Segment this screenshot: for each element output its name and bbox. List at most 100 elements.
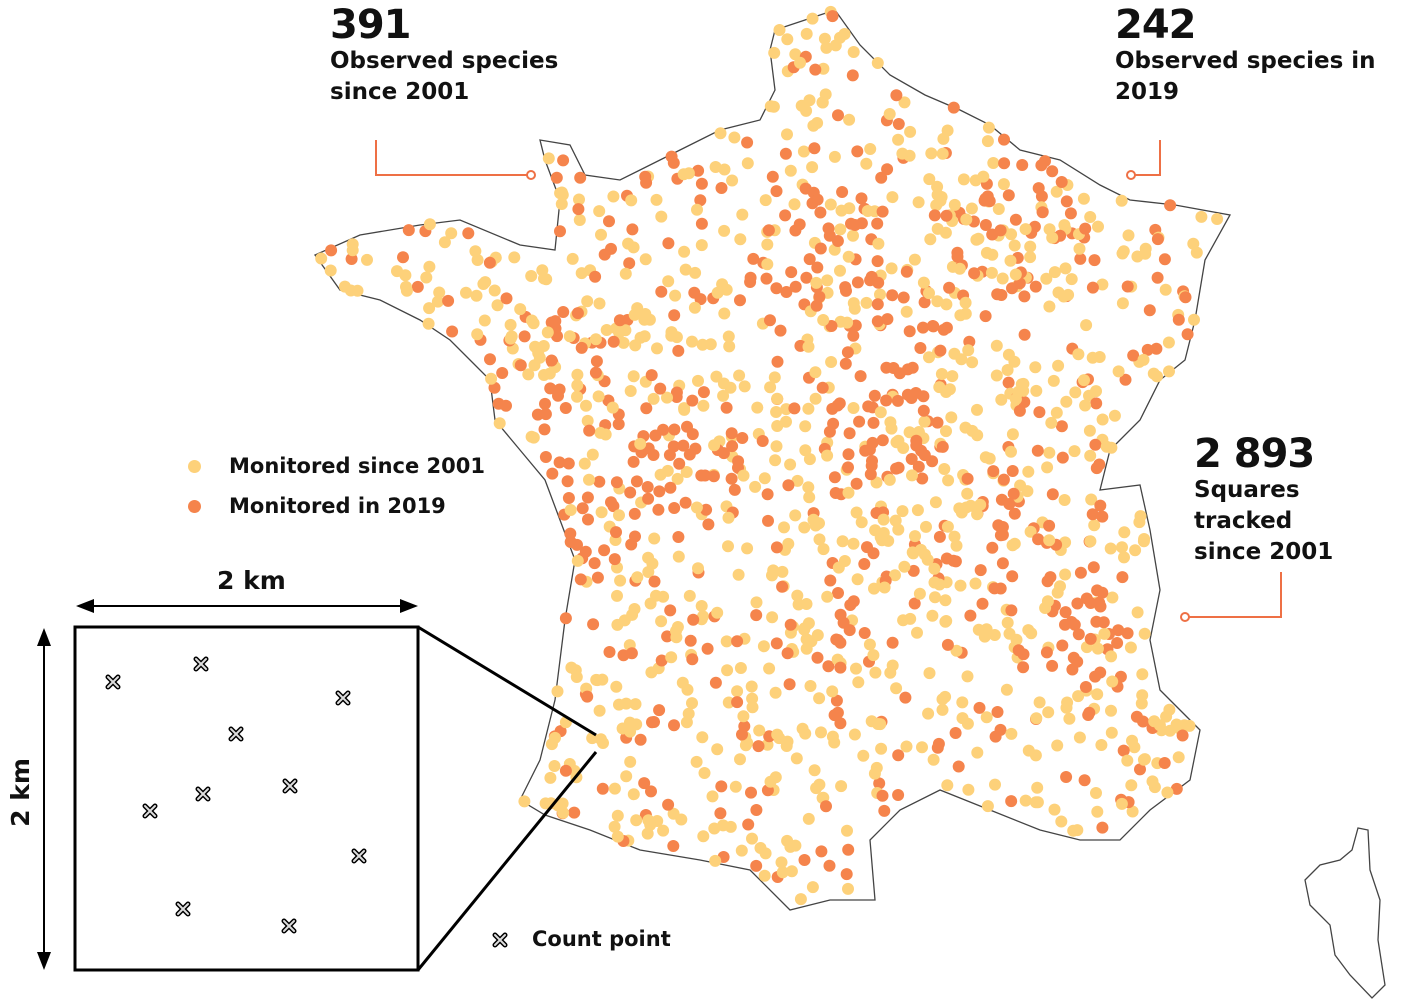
monitored-since-2001-dot <box>564 504 577 516</box>
monitored-since-2001-dot <box>1138 627 1151 640</box>
monitored-2019-dot <box>1121 627 1134 640</box>
monitored-since-2001-dot <box>720 635 733 648</box>
monitored-since-2001-dot <box>802 340 815 353</box>
monitored-2019-dot <box>500 292 513 305</box>
monitored-since-2001-dot <box>682 707 695 720</box>
monitored-2019-dot <box>876 434 889 447</box>
monitored-since-2001-dot <box>686 697 698 710</box>
monitored-2019-dot <box>840 284 852 297</box>
monitored-since-2001-dot <box>821 274 834 287</box>
monitored-2019-dot <box>714 807 727 820</box>
monitored-since-2001-dot <box>1073 731 1086 744</box>
monitored-since-2001-dot <box>1129 544 1142 557</box>
monitored-since-2001-dot <box>757 640 770 653</box>
monitored-since-2001-dot <box>1058 494 1071 506</box>
monitored-since-2001-dot <box>871 718 884 730</box>
monitored-2019-dot <box>1084 597 1097 609</box>
monitored-since-2001-dot <box>1190 246 1203 259</box>
monitored-since-2001-dot <box>842 882 854 895</box>
count-point-icon <box>351 848 367 864</box>
monitored-since-2001-dot <box>1160 710 1173 723</box>
selected-square-dot <box>597 737 609 749</box>
monitored-since-2001-dot <box>651 342 663 355</box>
monitored-since-2001-dot <box>935 191 948 203</box>
monitored-2019-dot <box>539 408 552 421</box>
monitored-since-2001-dot <box>346 244 359 257</box>
count-point-icon <box>282 778 298 794</box>
monitored-2019-dot <box>992 519 1005 532</box>
monitored-since-2001-dot <box>423 218 436 231</box>
monitored-2019-dot <box>907 564 920 577</box>
monitored-since-2001-dot <box>878 581 891 594</box>
monitored-2019-dot <box>871 255 884 268</box>
monitored-since-2001-dot <box>933 578 946 591</box>
monitored-since-2001-dot <box>697 830 710 843</box>
monitored-2019-dot <box>1181 328 1194 341</box>
monitored-2019-dot <box>590 355 603 368</box>
monitored-since-2001-dot <box>842 486 855 499</box>
monitored-2019-dot <box>572 203 585 216</box>
monitored-2019-dot <box>849 219 862 231</box>
monitored-2019-dot <box>1067 651 1080 664</box>
monitored-since-2001-dot <box>1043 534 1056 547</box>
monitored-2019-dot <box>623 257 636 270</box>
monitored-since-2001-dot <box>832 561 845 574</box>
monitored-2019-dot <box>839 357 852 370</box>
monitored-2019-dot <box>1134 763 1146 776</box>
monitored-since-2001-dot <box>847 402 860 414</box>
monitored-2019-dot <box>667 440 680 453</box>
monitored-since-2001-dot <box>898 96 911 109</box>
monitored-since-2001-dot <box>1151 370 1163 383</box>
monitored-since-2001-dot <box>811 629 824 642</box>
monitored-since-2001-dot <box>791 474 804 487</box>
monitored-since-2001-dot <box>992 203 1005 215</box>
monitored-2019-dot <box>813 290 826 303</box>
monitored-2019-dot <box>715 182 728 194</box>
monitored-2019-dot <box>591 571 604 584</box>
monitored-since-2001-dot <box>1029 796 1042 809</box>
count-point-legend-label: Count point <box>532 927 671 951</box>
monitored-since-2001-dot <box>781 128 793 141</box>
monitored-2019-dot <box>951 246 964 259</box>
monitored-2019-dot <box>709 676 722 689</box>
monitored-since-2001-dot <box>889 569 901 582</box>
monitored-since-2001-dot <box>647 392 660 405</box>
monitored-since-2001-dot <box>608 820 621 833</box>
monitored-2019-dot <box>576 502 589 515</box>
monitored-since-2001-dot <box>1188 313 1200 326</box>
monitored-since-2001-dot <box>790 752 803 765</box>
monitored-since-2001-dot <box>900 305 913 318</box>
monitored-2019-dot <box>770 541 783 554</box>
monitored-2019-dot <box>653 704 666 717</box>
monitored-2019-dot <box>608 553 621 566</box>
monitored-since-2001-dot <box>886 191 899 204</box>
monitored-since-2001-dot <box>571 368 584 381</box>
monitored-since-2001-dot <box>1054 580 1066 593</box>
monitored-since-2001-dot <box>460 286 472 299</box>
monitored-since-2001-dot <box>1125 779 1138 792</box>
monitored-2019-dot <box>836 186 849 198</box>
monitored-since-2001-dot <box>488 284 501 297</box>
monitored-since-2001-dot <box>811 117 824 129</box>
monitored-since-2001-dot <box>808 764 821 777</box>
monitored-since-2001-dot <box>532 347 545 359</box>
count-point-icon <box>281 918 297 934</box>
monitored-since-2001-dot <box>1041 461 1054 474</box>
monitored-2019-dot <box>672 531 685 543</box>
monitored-since-2001-dot <box>813 533 826 546</box>
monitored-since-2001-dot <box>1095 739 1108 751</box>
monitored-since-2001-dot <box>969 577 982 590</box>
monitored-since-2001-dot <box>565 661 578 674</box>
monitored-since-2001-dot <box>665 651 678 664</box>
callout-anchor <box>526 170 536 180</box>
monitored-since-2001-dot <box>780 415 792 428</box>
monitored-2019-dot <box>1179 291 1192 304</box>
monitored-2019-dot <box>905 453 918 465</box>
monitored-since-2001-dot <box>1137 353 1150 366</box>
monitored-since-2001-dot <box>929 591 941 604</box>
monitored-2019-dot <box>996 557 1009 570</box>
monitored-since-2001-dot <box>750 596 763 609</box>
stat-species-since-2001: 391 Observed species since 2001 <box>330 4 558 108</box>
monitored-since-2001-dot <box>692 562 704 575</box>
monitored-2019-dot <box>774 324 787 337</box>
